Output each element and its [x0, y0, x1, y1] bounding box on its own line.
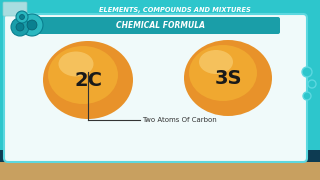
FancyBboxPatch shape	[36, 17, 280, 34]
Circle shape	[27, 20, 37, 30]
Circle shape	[11, 18, 29, 36]
Ellipse shape	[199, 50, 233, 74]
Text: CHEMICAL FORMULA: CHEMICAL FORMULA	[116, 21, 204, 30]
Circle shape	[303, 92, 311, 100]
Circle shape	[308, 80, 316, 88]
Text: 3S: 3S	[214, 69, 242, 87]
Text: ELEMENTS, COMPOUNDS AND MIXTURES: ELEMENTS, COMPOUNDS AND MIXTURES	[99, 7, 251, 13]
FancyBboxPatch shape	[4, 14, 307, 162]
Circle shape	[21, 14, 43, 36]
Text: 2C: 2C	[74, 71, 102, 89]
Text: Two Atoms Of Carbon: Two Atoms Of Carbon	[142, 117, 217, 123]
FancyBboxPatch shape	[0, 0, 320, 17]
Ellipse shape	[59, 51, 93, 76]
Circle shape	[16, 11, 28, 23]
Ellipse shape	[48, 46, 118, 104]
Ellipse shape	[184, 40, 272, 116]
Circle shape	[16, 23, 24, 31]
Ellipse shape	[189, 45, 257, 101]
Circle shape	[302, 67, 312, 77]
Circle shape	[20, 15, 25, 19]
FancyBboxPatch shape	[0, 0, 320, 150]
FancyBboxPatch shape	[3, 2, 27, 16]
FancyBboxPatch shape	[0, 162, 320, 180]
Ellipse shape	[43, 41, 133, 119]
